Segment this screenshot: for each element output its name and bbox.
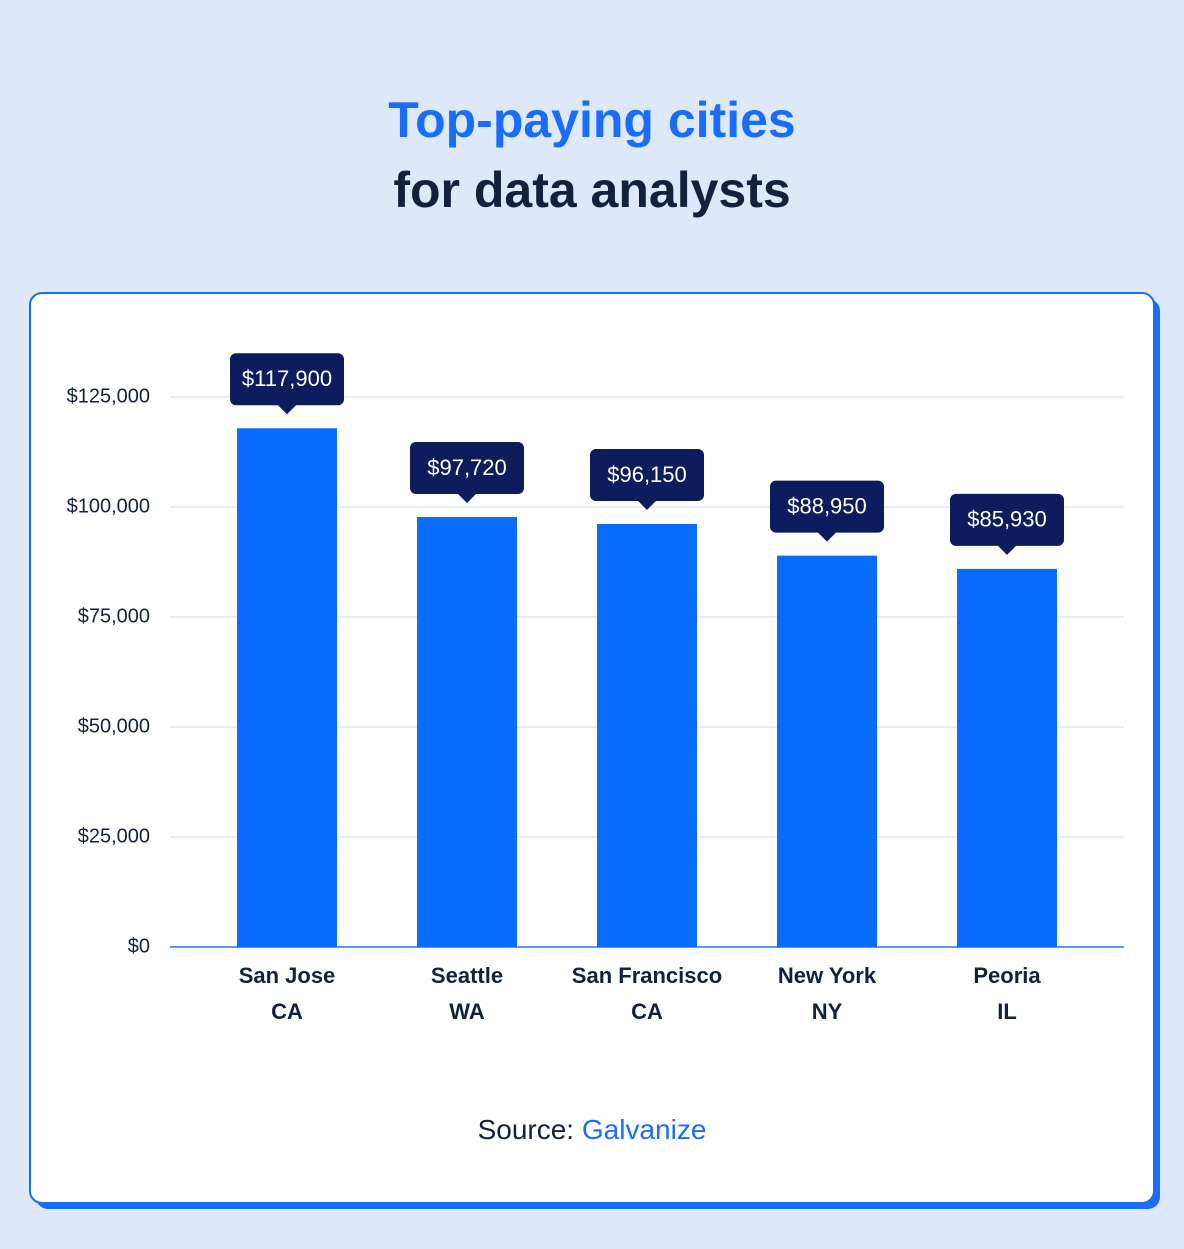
value-label: $85,930 <box>967 507 1047 532</box>
value-label: $97,720 <box>427 455 507 480</box>
bar <box>957 568 1057 947</box>
y-tick-label: $0 <box>128 935 150 957</box>
bar <box>237 428 337 947</box>
x-tick-label: Peoria <box>973 963 1041 988</box>
value-callout <box>590 448 704 510</box>
x-tick-label: CA <box>631 999 663 1024</box>
value-label: $88,950 <box>787 493 867 518</box>
value-callout <box>950 493 1064 555</box>
x-tick-label: WA <box>449 999 485 1024</box>
y-tick-label: $75,000 <box>78 605 150 627</box>
y-tick-label: $25,000 <box>78 825 150 847</box>
bar <box>777 555 877 947</box>
x-tick-label: NY <box>812 999 843 1024</box>
source-label: Source: <box>478 1114 575 1145</box>
x-tick-label: New York <box>778 963 877 988</box>
chart-title: Top-paying cities <box>388 92 795 148</box>
value-label: $117,900 <box>242 366 332 391</box>
value-callout <box>230 353 344 415</box>
bar <box>417 517 517 947</box>
chart-subtitle: for data analysts <box>393 162 790 218</box>
x-tick-label: CA <box>271 999 303 1024</box>
value-callout <box>410 442 524 504</box>
x-tick-label: San Jose <box>239 963 336 988</box>
y-tick-label: $100,000 <box>67 495 150 517</box>
source-name: Galvanize <box>582 1114 707 1145</box>
source: Source: Galvanize <box>478 1114 707 1145</box>
value-label: $96,150 <box>607 462 687 487</box>
y-tick-label: $125,000 <box>67 385 150 407</box>
bar <box>597 523 697 947</box>
x-tick-label: Seattle <box>431 963 503 988</box>
y-tick-label: $50,000 <box>78 715 150 737</box>
x-tick-label: San Francisco <box>572 963 722 988</box>
x-tick-label: IL <box>997 999 1017 1024</box>
value-callout <box>770 480 884 542</box>
